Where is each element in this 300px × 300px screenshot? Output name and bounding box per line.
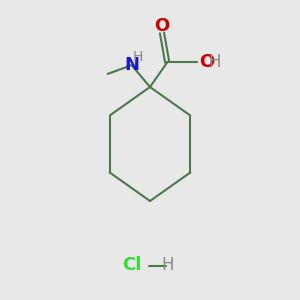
Text: H: H bbox=[133, 50, 143, 64]
Text: N: N bbox=[124, 56, 139, 74]
Text: O: O bbox=[154, 17, 169, 35]
Text: O: O bbox=[199, 53, 214, 71]
Text: H: H bbox=[162, 256, 174, 274]
Text: Cl: Cl bbox=[122, 256, 142, 274]
Text: H: H bbox=[208, 53, 221, 71]
